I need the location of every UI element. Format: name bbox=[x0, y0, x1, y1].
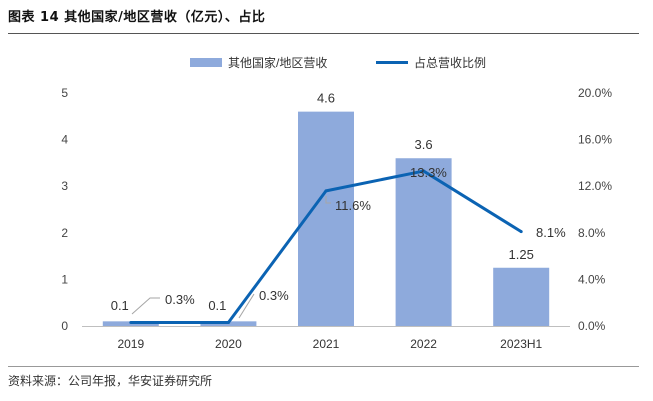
data-label-leader bbox=[238, 293, 255, 319]
legend-label-line: 占总营收比例 bbox=[414, 55, 486, 70]
line-value-label: 0.3% bbox=[165, 292, 195, 307]
y-left-tick-label: 3 bbox=[61, 179, 68, 193]
x-tick-label: 2023H1 bbox=[500, 337, 542, 351]
y-right-tick-label: 12.0% bbox=[578, 179, 612, 193]
y-left-tick-label: 2 bbox=[61, 226, 68, 240]
line-point bbox=[519, 230, 523, 234]
bar-value-label: 0.1 bbox=[111, 298, 129, 313]
line-point bbox=[422, 169, 426, 173]
line-value-label: 13.3% bbox=[410, 165, 447, 180]
line-value-label: 0.3% bbox=[259, 288, 289, 303]
line-value-label: 8.1% bbox=[536, 225, 566, 240]
line-point bbox=[226, 321, 230, 325]
y-left-tick-label: 5 bbox=[61, 86, 68, 100]
figure-source: 资料来源：公司年报，华安证券研究所 bbox=[8, 374, 213, 388]
bar-value-label: 4.6 bbox=[317, 91, 335, 106]
y-right-tick-label: 0.0% bbox=[578, 319, 606, 333]
y-right-tick-label: 4.0% bbox=[578, 272, 606, 286]
bar-value-label: 3.6 bbox=[415, 137, 433, 152]
data-label-leader bbox=[325, 196, 331, 204]
line-value-label: 11.6% bbox=[335, 198, 371, 213]
legend-label-bar: 其他国家/地区营收 bbox=[228, 55, 327, 70]
y-left-tick-label: 1 bbox=[61, 272, 68, 286]
y-right-tick-label: 8.0% bbox=[578, 226, 606, 240]
combo-chart: 其他国家/地区营收 占总营收比例 0 1 2 3 4 5 0.0% 4.0% 8.0% 12.0% 16… bbox=[61, 55, 612, 351]
bar-value-label: 1.25 bbox=[509, 247, 534, 262]
figure-title: 图表 14 其他国家/地区营收（亿元）、占比 bbox=[8, 10, 266, 25]
bar bbox=[493, 267, 550, 326]
y-right-tick-label: 16.0% bbox=[578, 133, 612, 147]
x-tick-label: 2022 bbox=[410, 337, 437, 351]
x-tick-label: 2019 bbox=[117, 337, 144, 351]
title-rule bbox=[8, 33, 639, 34]
legend-swatch-bar bbox=[190, 58, 222, 67]
x-tick-label: 2021 bbox=[313, 337, 340, 351]
x-tick-label: 2020 bbox=[215, 337, 242, 351]
y-right-tick-label: 20.0% bbox=[578, 86, 612, 100]
y-left-tick-label: 0 bbox=[61, 319, 68, 333]
y-left-tick-label: 4 bbox=[61, 133, 68, 147]
bar-value-label: 0.1 bbox=[208, 298, 226, 313]
data-label-leader bbox=[131, 297, 160, 315]
source-rule bbox=[8, 366, 639, 367]
bar bbox=[395, 158, 452, 326]
line-point bbox=[324, 189, 328, 193]
bar bbox=[298, 111, 354, 326]
line-point bbox=[129, 321, 133, 325]
